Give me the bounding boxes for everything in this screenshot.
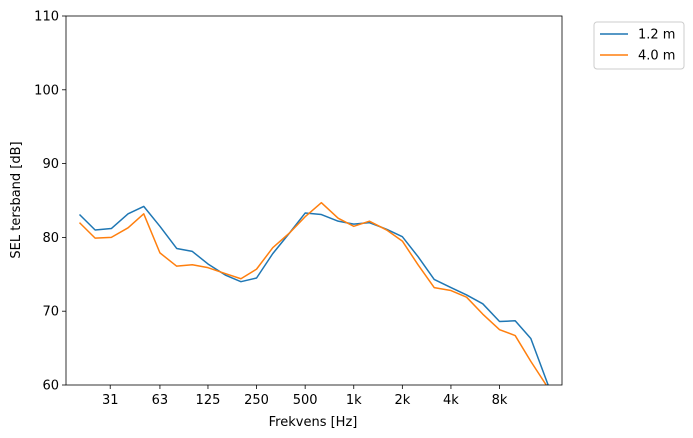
- x-axis-label: Frekvens [Hz]: [269, 415, 358, 430]
- x-axis: 31 63 125 250 500 1k 2k 4k 8k: [102, 385, 508, 408]
- y-tick-label: 70: [42, 305, 59, 320]
- y-tick-label: 100: [34, 83, 59, 98]
- x-tick-label: 31: [102, 393, 119, 408]
- x-tick-label: 250: [244, 393, 269, 408]
- plot-area: [65, 15, 563, 386]
- series-line-2: [78, 201, 548, 385]
- y-tick-label: 60: [42, 379, 59, 394]
- legend: 1.2 m 4.0 m: [593, 21, 685, 70]
- legend-label-1: 1.2 m: [638, 28, 675, 43]
- x-tick-label: 2k: [394, 393, 410, 408]
- y-tick-label: 80: [42, 231, 59, 246]
- legend-label-2: 4.0 m: [638, 49, 675, 64]
- series-line-1: [78, 205, 549, 385]
- y-axis: 60 70 80 90 100 110: [34, 10, 66, 394]
- x-tick-label: 1k: [346, 393, 362, 408]
- plot-frame: [65, 15, 563, 386]
- x-tick-label: 125: [196, 393, 221, 408]
- y-tick-label: 90: [42, 157, 59, 172]
- x-tick-label: 63: [152, 393, 169, 408]
- x-tick-label: 500: [293, 393, 318, 408]
- x-tick-label: 4k: [443, 393, 459, 408]
- y-tick-label: 110: [34, 10, 59, 25]
- y-axis-label: SEL tersband [dB]: [9, 141, 24, 258]
- x-tick-label: 8k: [492, 393, 508, 408]
